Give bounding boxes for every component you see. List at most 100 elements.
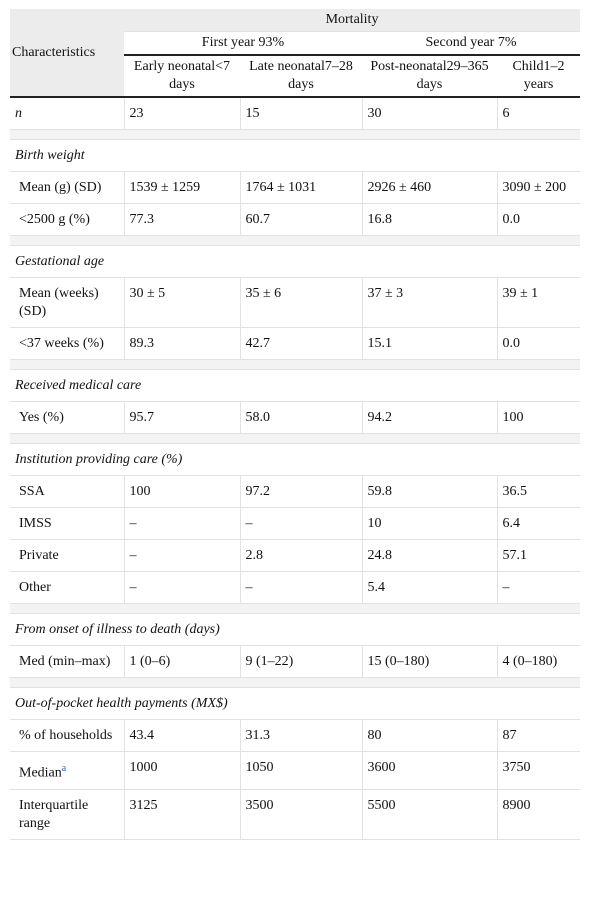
section-row: Received medical care [10, 369, 581, 402]
data-row: Med (min–max) 1 (0–6) 9 (1–22) 15 (0–180) 4 … [10, 645, 581, 678]
row-label-text: n [15, 106, 22, 121]
cell: 1539 ± 1259 [124, 171, 241, 204]
table-header: Characteristics Mortality First year 93% Se… [10, 9, 581, 98]
cell: 3600 [362, 751, 498, 790]
row-label: <2500 g (%) [10, 203, 125, 236]
section-title: From onset of illness to death (days) [10, 613, 581, 646]
row-label: Yes (%) [10, 401, 125, 434]
row-label: Med (min–max) [10, 645, 125, 678]
row-label: <37 weeks (%) [10, 327, 125, 360]
spacer [10, 129, 581, 140]
cell: 0.0 [497, 327, 581, 360]
data-row: Mediana 1000 1050 3600 3750 [10, 751, 581, 790]
cell: 1764 ± 1031 [240, 171, 363, 204]
spacer [10, 235, 581, 246]
cell: 97.2 [240, 475, 363, 508]
cell: 1050 [240, 751, 363, 790]
row-label: SSA [10, 475, 125, 508]
cell: 2926 ± 460 [362, 171, 498, 204]
spacer-row [10, 677, 581, 688]
cell: 80 [362, 719, 498, 752]
data-table: Characteristics Mortality First year 93% Se… [10, 9, 581, 840]
cell: 3125 [124, 789, 241, 840]
data-row: Mean (weeks) (SD) 30 ± 5 35 ± 6 37 ± 3 39 ± … [10, 277, 581, 328]
header-row: First year 93% Second year 7% [10, 31, 581, 56]
spacer [10, 433, 581, 444]
cell: 16.8 [362, 203, 498, 236]
section-row: Institution providing care (%) [10, 443, 581, 476]
cell: – [124, 539, 241, 572]
spacer-row [10, 433, 581, 444]
cell: 6.4 [497, 507, 581, 540]
row-label-text: Private [19, 548, 59, 563]
cell: 1000 [124, 751, 241, 790]
cell: 39 ± 1 [497, 277, 581, 328]
spacer-row [10, 603, 581, 614]
group-header: Mortality [124, 9, 581, 32]
row-label: Mediana [10, 751, 125, 790]
cell: 15 [240, 97, 363, 130]
data-row: % of households 43.4 31.3 80 87 [10, 719, 581, 752]
row-label-text: % of households [19, 728, 113, 743]
row-label-text: IMSS [19, 516, 52, 531]
cell: – [497, 571, 581, 604]
row-label: Mean (weeks) (SD) [10, 277, 125, 328]
section-row: Gestational age [10, 245, 581, 278]
section-title: Gestational age [10, 245, 581, 278]
row-label: Private [10, 539, 125, 572]
cell: 23 [124, 97, 241, 130]
cell: 100 [124, 475, 241, 508]
cell: – [124, 571, 241, 604]
data-row: <37 weeks (%) 89.3 42.7 15.1 0.0 [10, 327, 581, 360]
data-row: Other – –5.4– [10, 571, 581, 604]
cell: 15 (0–180) [362, 645, 498, 678]
data-row: Yes (%) 95.7 58.0 94.2 100 [10, 401, 581, 434]
footnote-link[interactable]: a [61, 763, 67, 774]
row-label: IMSS [10, 507, 125, 540]
section-row: Birth weight [10, 139, 581, 172]
row-label-header: Characteristics [10, 9, 124, 98]
cell: 95.7 [124, 401, 241, 434]
cell: 37 ± 3 [362, 277, 498, 328]
spacer-row [10, 359, 581, 370]
data-row: <2500 g (%) 77.3 60.7 16.8 0.0 [10, 203, 581, 236]
section-title: Received medical care [10, 369, 581, 402]
cell: 60.7 [240, 203, 363, 236]
cell: 6 [497, 97, 581, 130]
spacer [10, 603, 581, 614]
row-label-text: Other [19, 580, 51, 595]
column-header: Post-neonatal29–365 days [362, 55, 497, 98]
cell: 0.0 [497, 203, 581, 236]
cell: 5.4 [362, 571, 498, 604]
spacer [10, 677, 581, 688]
spacer [10, 359, 581, 370]
data-row: Interquartile range 3125 3500 5500 8900 [10, 789, 581, 840]
header-row: Characteristics Mortality [10, 9, 581, 98]
column-header: Early neonatal<7 days [124, 55, 240, 98]
section-row: Out-of-pocket health payments (MX$) [10, 687, 581, 720]
row-label: Other [10, 571, 125, 604]
table-body: n 23 15 30 6 Birth weight Mean (g) (SD) 1539 ± … [10, 97, 581, 840]
cell: – [240, 507, 363, 540]
row-label-text: Yes (%) [19, 410, 64, 425]
row-label-text: <2500 g (%) [19, 212, 90, 227]
cell: 24.8 [362, 539, 498, 572]
row-label-text: Interquartile range [19, 797, 89, 831]
period-header: First year 93% [124, 31, 362, 56]
cell: 57.1 [497, 539, 581, 572]
data-row: Private –2.8 24.8 57.1 [10, 539, 581, 572]
cell: 43.4 [124, 719, 241, 752]
cell: 30 [362, 97, 498, 130]
cell: 1 (0–6) [124, 645, 241, 678]
cell: 3500 [240, 789, 363, 840]
spacer-row [10, 129, 581, 140]
row-label-text: Med (min–max) [19, 654, 111, 669]
header-row: Early neonatal<7 days Late neonatal7–28 d… [10, 55, 581, 98]
cell: 59.8 [362, 475, 498, 508]
cell: 3750 [497, 751, 581, 790]
cell: 89.3 [124, 327, 241, 360]
cell: 5500 [362, 789, 498, 840]
row-label-text: <37 weeks (%) [19, 336, 104, 351]
data-row: SSA 100 97.2 59.8 36.5 [10, 475, 581, 508]
data-row: Mean (g) (SD) 1539 ± 1259 1764 ± 1031 2926 … [10, 171, 581, 204]
